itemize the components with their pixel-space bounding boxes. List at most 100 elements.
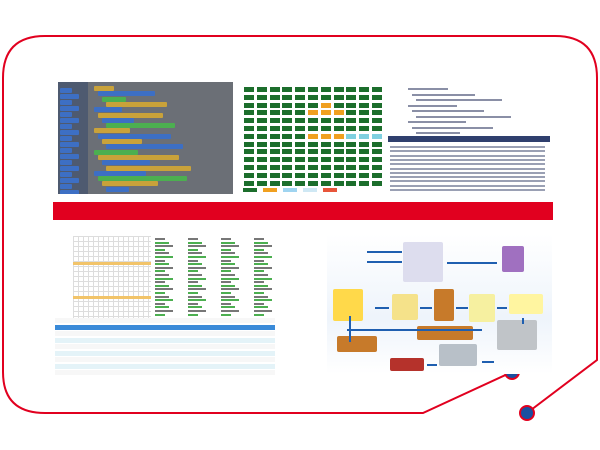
flow-arrow: [375, 307, 389, 309]
stat-text: [188, 310, 206, 312]
status-cell: [320, 165, 331, 170]
stat-text: [221, 274, 235, 276]
status-cell: [295, 87, 306, 92]
status-cell: [346, 180, 357, 186]
status-cell: [372, 118, 382, 124]
status-cell: [346, 157, 357, 163]
status-cell: [282, 126, 293, 131]
stat-text: [188, 299, 206, 302]
status-cell: [282, 172, 293, 178]
status-cell: [308, 172, 318, 178]
palette-block: [60, 166, 79, 171]
status-cell: [359, 133, 370, 139]
status-cell: [333, 149, 344, 155]
status-cell: [269, 141, 280, 147]
stat-text: [188, 313, 198, 316]
status-cell: [295, 118, 306, 124]
flow-node: [497, 320, 537, 350]
status-cell: [282, 110, 293, 116]
stat-text: [254, 281, 264, 284]
stat-text: [188, 266, 206, 269]
stat-text: [188, 277, 206, 280]
status-cell: [256, 157, 267, 163]
code-line: [408, 121, 466, 123]
status-cell: [256, 133, 267, 139]
status-cell: [372, 133, 382, 139]
stat-text: [155, 241, 169, 244]
stat-text: [254, 284, 268, 287]
palette-block: [60, 160, 72, 165]
code-block: [98, 91, 155, 97]
status-cell: [308, 165, 318, 170]
status-cell: [372, 172, 382, 178]
stat-text: [188, 263, 202, 266]
status-cell: [333, 110, 344, 116]
status-cell: [320, 157, 331, 163]
log-line: [390, 163, 545, 166]
status-cell: [256, 165, 267, 170]
log-line: [390, 167, 545, 170]
stat-text: [221, 310, 239, 312]
code-block: [94, 86, 114, 91]
status-cell: [372, 141, 382, 147]
status-cell: [244, 157, 254, 163]
stat-text: [188, 281, 198, 284]
stat-text: [221, 266, 239, 269]
status-cell: [295, 133, 306, 139]
status-cell: [256, 87, 267, 92]
code-block: [94, 107, 122, 113]
status-cell: [359, 180, 370, 186]
stat-text: [254, 259, 264, 262]
palette-block: [60, 124, 72, 129]
status-cell: [308, 157, 318, 163]
stat-text: [155, 313, 165, 316]
status-cell: [295, 172, 306, 178]
status-cell: [282, 118, 293, 124]
stat-text: [254, 274, 268, 276]
status-cell: [372, 87, 382, 92]
stat-text: [155, 277, 173, 280]
flow-node: [439, 344, 477, 366]
stat-text: [254, 245, 272, 248]
status-cell: [244, 94, 254, 100]
status-cell: [269, 157, 280, 163]
status-cell: [333, 87, 344, 92]
palette-block: [60, 106, 79, 111]
status-cell: [244, 110, 254, 116]
stat-text: [155, 302, 165, 305]
stat-text: [221, 238, 231, 240]
stat-text: [254, 266, 272, 269]
status-cell: [346, 126, 357, 131]
code-line: [408, 88, 448, 90]
status-cell: [333, 118, 344, 124]
log-line: [390, 154, 545, 157]
flow-arrow: [420, 307, 432, 309]
status-cell: [333, 141, 344, 147]
stat-text: [254, 238, 264, 240]
status-cell: [269, 87, 280, 92]
palette-block: [60, 190, 79, 194]
status-cell: [295, 157, 306, 163]
flow-arrow: [456, 307, 468, 309]
status-cell: [244, 180, 254, 186]
palette-block: [60, 88, 72, 93]
code-block: [94, 170, 146, 176]
table-row: [55, 363, 275, 369]
status-cell: [282, 180, 293, 186]
status-cell: [372, 110, 382, 116]
stat-text: [254, 310, 272, 312]
legend-swatch: [323, 188, 337, 192]
status-cell: [359, 94, 370, 100]
status-cell: [333, 157, 344, 163]
status-cell: [269, 165, 280, 170]
stat-text: [221, 241, 235, 244]
status-cell: [295, 102, 306, 108]
status-cell: [244, 87, 254, 92]
flow-arrow: [347, 329, 482, 331]
status-cell: [320, 102, 331, 108]
stat-text: [155, 284, 169, 287]
status-cell: [256, 149, 267, 155]
status-cell: [346, 94, 357, 100]
stat-text: [254, 256, 272, 258]
table-row: [55, 357, 275, 362]
